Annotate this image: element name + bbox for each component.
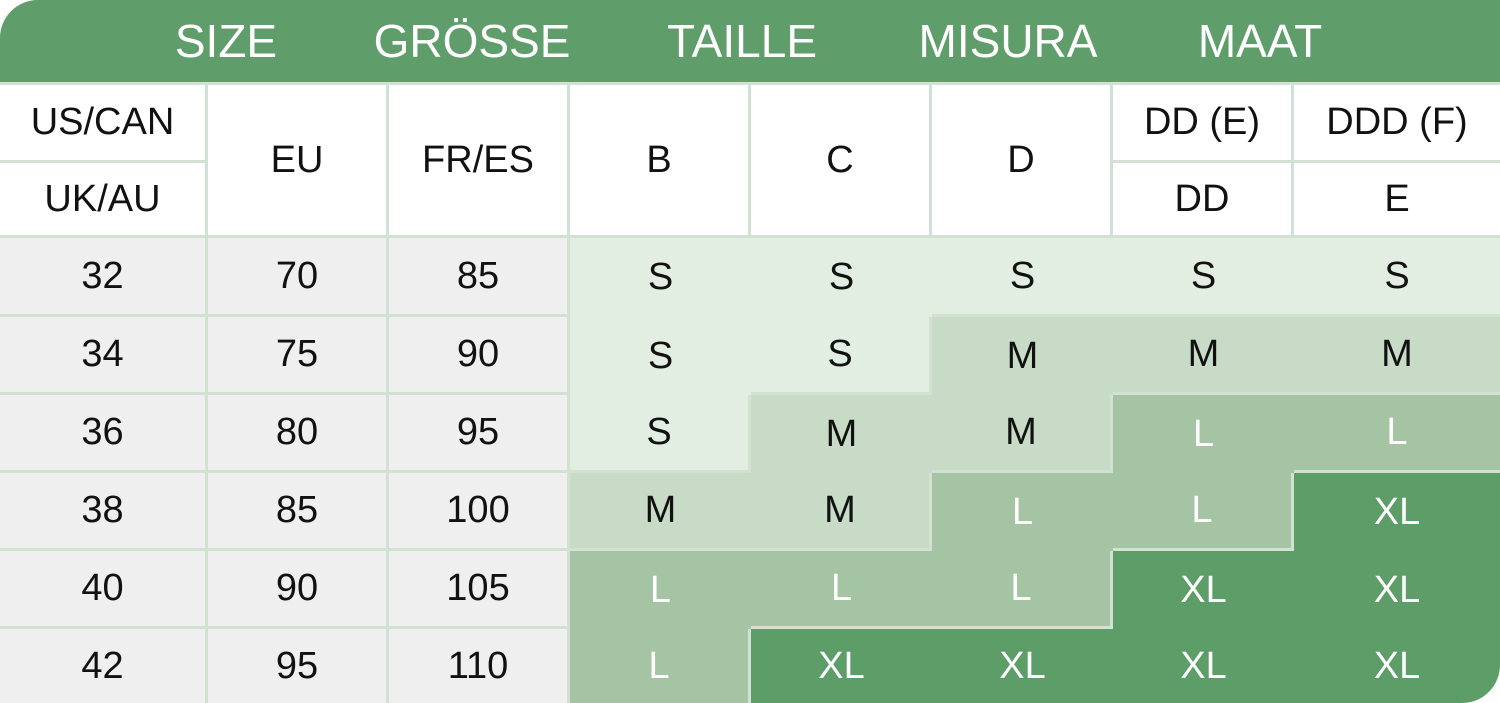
band-us: 42 — [0, 629, 205, 703]
size-cell: S — [932, 238, 1113, 314]
header-eu: EU — [208, 85, 386, 235]
size-cell: L — [932, 551, 1110, 626]
size-cell: XL — [1294, 629, 1500, 703]
size-cell: M — [751, 473, 929, 548]
band-fr: 95 — [389, 395, 567, 470]
band-us: 36 — [0, 395, 205, 470]
header-cup-us: DD (E) — [1113, 85, 1291, 160]
size-cell: S — [1294, 238, 1500, 314]
size-cell: M — [570, 473, 751, 548]
band-eu: 85 — [208, 473, 386, 548]
band-eu: 70 — [208, 238, 386, 314]
size-cell: S — [751, 317, 929, 392]
size-cell: XL — [932, 629, 1113, 703]
band-eu: 95 — [208, 629, 386, 703]
size-cell: L — [570, 629, 748, 703]
header-cup: D — [932, 85, 1110, 235]
header-cup-us: DDD (F) — [1294, 85, 1500, 160]
size-cell: L — [570, 551, 751, 629]
size-cell: XL — [751, 629, 932, 703]
header-fr-es: FR/ES — [389, 85, 567, 235]
header-cup: B — [570, 85, 748, 235]
header-cup-uk: E — [1294, 163, 1500, 235]
size-cell: M — [751, 395, 932, 473]
header-us-can: US/CAN — [0, 85, 205, 160]
size-cell: XL — [1294, 551, 1500, 629]
band-fr: 85 — [389, 238, 567, 314]
size-cell: L — [1294, 395, 1500, 470]
band-us: 32 — [0, 238, 205, 314]
title-taille: TAILLE — [667, 15, 817, 67]
band-us: 34 — [0, 317, 205, 392]
band-fr: 100 — [389, 473, 567, 548]
size-cell: L — [751, 551, 932, 626]
size-cell: L — [932, 473, 1113, 551]
band-eu: 80 — [208, 395, 386, 470]
title-misura: MISURA — [918, 15, 1098, 67]
size-cell: M — [1113, 317, 1294, 392]
title-bar: SIZE GRÖSSE TAILLE MISURA MAAT — [0, 0, 1500, 82]
band-us: 38 — [0, 473, 205, 548]
header-uk-au: UK/AU — [0, 163, 205, 235]
size-cell: XL — [1294, 473, 1500, 551]
band-fr: 110 — [389, 629, 567, 703]
size-cell: S — [751, 238, 932, 317]
size-cell: M — [932, 317, 1113, 395]
header-cup-uk: DD — [1113, 163, 1291, 235]
size-cell: L — [1113, 395, 1294, 473]
size-cell: S — [1113, 238, 1294, 314]
title-maat: MAAT — [1197, 15, 1323, 67]
title-size: SIZE — [174, 15, 278, 67]
size-cell: S — [570, 395, 748, 470]
band-fr: 105 — [389, 551, 567, 626]
size-cell: M — [1294, 317, 1500, 392]
band-eu: 90 — [208, 551, 386, 626]
size-cell: M — [932, 395, 1110, 470]
title-groesse: GRÖSSE — [373, 15, 571, 67]
band-us: 40 — [0, 551, 205, 626]
size-cell: S — [570, 317, 751, 395]
header-cup: C — [751, 85, 929, 235]
size-cell: S — [570, 238, 751, 317]
size-cell: XL — [1113, 551, 1294, 629]
size-cell: L — [1113, 473, 1291, 548]
band-fr: 90 — [389, 317, 567, 392]
band-eu: 75 — [208, 317, 386, 392]
size-cell: XL — [1113, 629, 1294, 703]
